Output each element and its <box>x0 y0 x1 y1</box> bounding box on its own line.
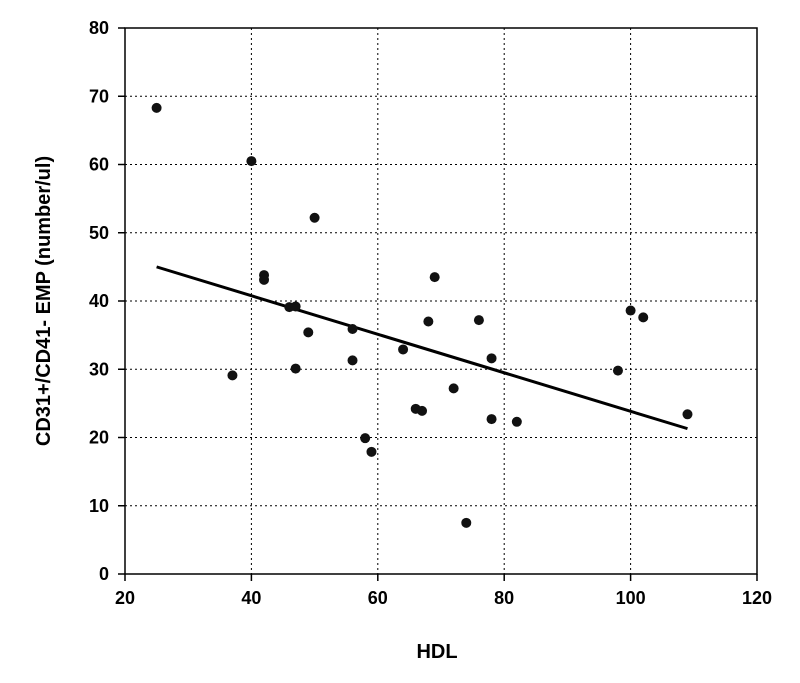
data-point <box>429 272 440 283</box>
x-tick-label: 40 <box>241 588 261 608</box>
data-point <box>682 409 693 420</box>
trendline-group <box>156 265 688 431</box>
x-tick-label: 100 <box>616 588 646 608</box>
data-point <box>259 274 270 285</box>
data-point <box>347 355 358 366</box>
data-point <box>486 414 497 425</box>
x-tick-label: 80 <box>494 588 514 608</box>
data-point <box>398 344 409 355</box>
y-tick-label: 0 <box>99 564 109 584</box>
data-point <box>448 383 459 394</box>
x-tick-label: 60 <box>368 588 388 608</box>
data-point <box>366 446 377 457</box>
data-point <box>486 353 497 364</box>
data-point <box>290 363 301 374</box>
x-tick-labels: 20 40 60 80 100 120 <box>115 588 772 608</box>
data-point <box>625 305 636 316</box>
x-tick-label: 20 <box>115 588 135 608</box>
y-tick-label: 60 <box>89 155 109 175</box>
y-tick-label: 50 <box>89 223 109 243</box>
y-tick-labels: 0 10 20 30 40 50 60 70 80 <box>89 18 109 584</box>
x-axis-title: HDL <box>416 641 457 663</box>
y-tick-label: 20 <box>89 428 109 448</box>
data-point <box>612 365 623 376</box>
data-point <box>303 327 314 338</box>
data-point <box>360 433 371 444</box>
data-point <box>227 370 238 381</box>
data-point <box>246 156 257 167</box>
y-tick-label: 80 <box>89 18 109 38</box>
data-point <box>461 517 472 528</box>
y-axis-title: CD31+/CD41- EMP (number/ul) <box>33 156 55 446</box>
gridlines <box>125 28 757 574</box>
data-point <box>638 312 649 323</box>
data-point <box>417 405 428 416</box>
y-tick-label: 70 <box>89 86 109 106</box>
data-point <box>309 212 320 223</box>
data-point <box>290 301 301 312</box>
data-point <box>473 315 484 326</box>
data-point <box>423 316 434 327</box>
y-tick-label: 40 <box>89 291 109 311</box>
regression-line <box>156 265 688 431</box>
y-tick-label: 30 <box>89 359 109 379</box>
plot-frame <box>124 27 758 575</box>
x-tick-label: 120 <box>742 588 772 608</box>
tick-marks <box>118 27 758 581</box>
data-point <box>511 416 522 427</box>
data-point <box>347 323 358 334</box>
data-points <box>151 102 693 528</box>
data-point <box>151 102 162 113</box>
y-tick-label: 10 <box>89 496 109 516</box>
